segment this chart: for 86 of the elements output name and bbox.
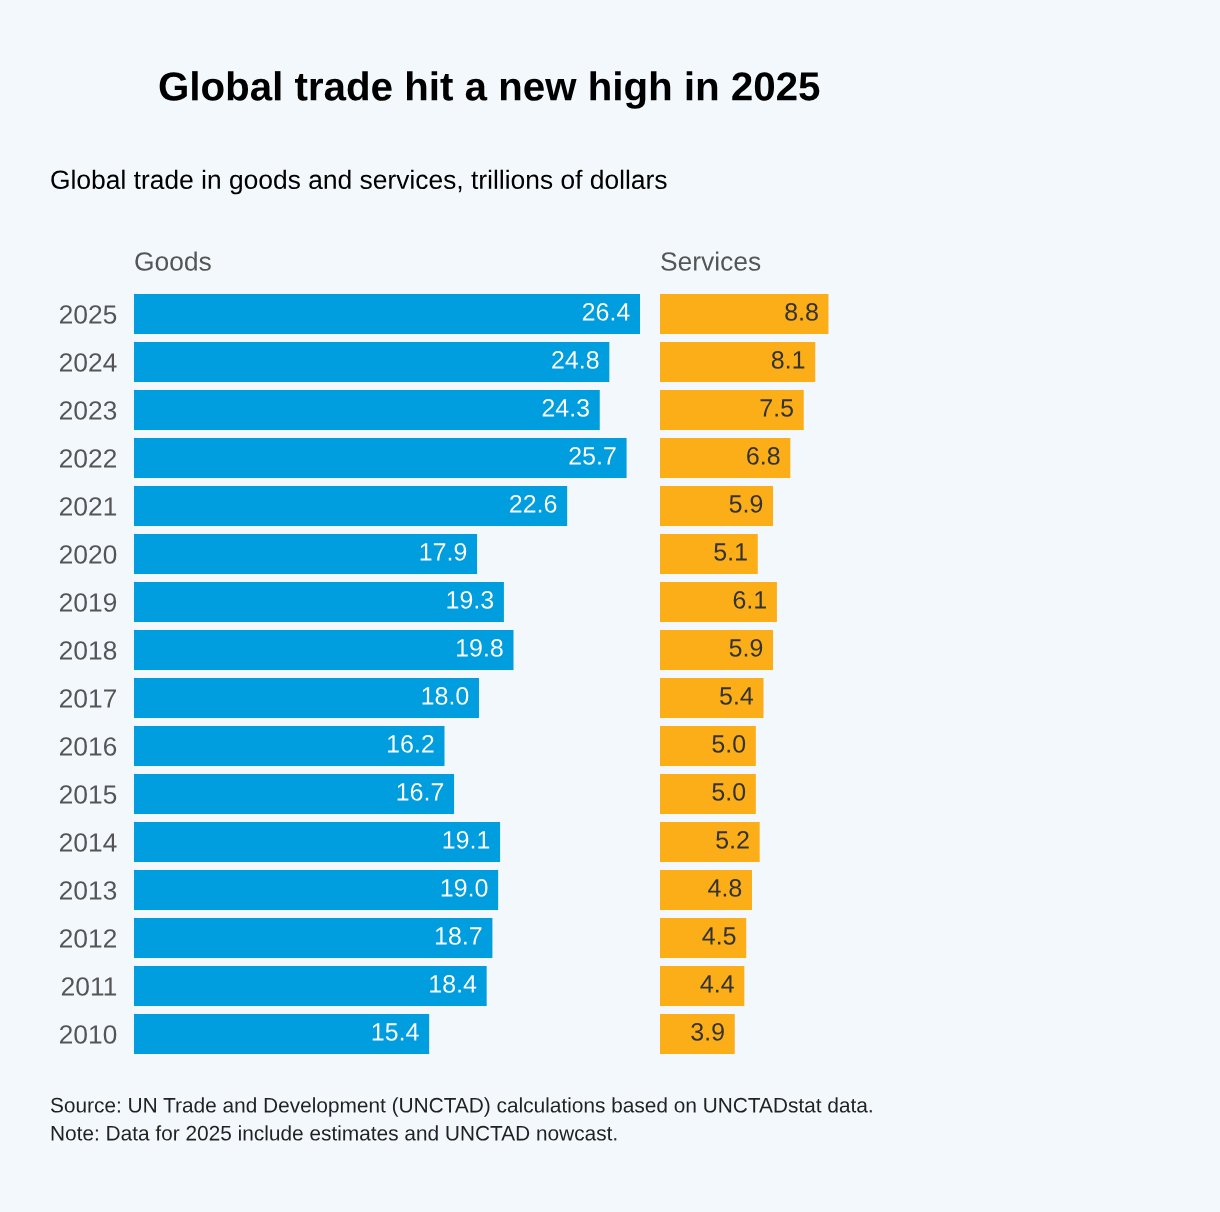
bar: [134, 1014, 430, 1054]
bar: [134, 390, 600, 430]
bar: [134, 966, 487, 1006]
y-tick-label: 2021: [59, 497, 117, 516]
bar: [660, 390, 804, 430]
y-tick-label: 2019: [59, 593, 117, 612]
y-tick-label: 2016: [59, 737, 117, 756]
bar: [660, 918, 747, 958]
bar: [134, 822, 501, 862]
bar: [660, 486, 774, 526]
data-label: 22.6: [510, 495, 557, 513]
data-label: 8.1: [771, 351, 805, 369]
data-label: 4.8: [708, 879, 742, 897]
data-label: 3.9: [691, 1023, 724, 1041]
data-label: 7.5: [760, 399, 793, 417]
bar: [660, 534, 758, 574]
data-label: 24.8: [552, 351, 599, 369]
data-label: 8.8: [785, 303, 818, 321]
bar: [134, 438, 627, 478]
data-label: 5.0: [712, 735, 746, 753]
chart-subtitle: Global trade in goods and services, trillions of dollars: [51, 169, 667, 195]
bar: [134, 678, 479, 718]
bar: [134, 342, 610, 382]
bar: [660, 630, 774, 670]
bar: [134, 726, 445, 766]
data-label: 5.1: [714, 543, 747, 561]
bar: [134, 774, 455, 814]
data-label: 19.1: [443, 831, 490, 849]
bar: [134, 630, 514, 670]
bar: [660, 678, 764, 718]
bar: [660, 726, 756, 766]
y-tick-label: 2011: [61, 977, 117, 996]
data-label: 19.0: [441, 879, 488, 897]
bar: [660, 1014, 735, 1054]
data-label: 5.9: [729, 495, 763, 513]
data-label: 15.4: [372, 1023, 419, 1041]
y-tick-label: 2024: [59, 353, 117, 372]
bar: [660, 438, 791, 478]
y-tick-label: 2013: [59, 881, 117, 900]
bar: [660, 342, 816, 382]
data-label: 24.3: [542, 399, 589, 417]
data-label: 25.7: [569, 447, 616, 465]
data-label: 5.2: [716, 831, 749, 849]
text: Note: Data for 2025 include estimates and UNCTAD nowcast.: [51, 1125, 617, 1141]
y-tick-label: 2018: [59, 641, 117, 660]
data-label: 18.7: [435, 927, 482, 945]
data-label: 4.4: [700, 975, 734, 993]
bar: [134, 294, 640, 334]
y-tick-label: 2020: [59, 545, 117, 564]
data-label: 16.2: [388, 735, 434, 753]
source-note: Source: UN Trade and Development (UNCTAD) calculations based on UNCTADstat data.: [50, 1097, 872, 1117]
chart-title: Global trade hit a new high in 2025: [159, 71, 820, 109]
x-axis-title: Goods: [135, 251, 211, 271]
data-label: 18.0: [422, 687, 469, 705]
y-tick-label: 2023: [59, 401, 117, 420]
bar: [660, 870, 752, 910]
bar: [134, 870, 499, 910]
bar: [660, 294, 829, 334]
data-label: 16.7: [397, 783, 444, 801]
x-axis-title: Services: [661, 251, 761, 271]
data-label: 6.1: [733, 591, 766, 609]
bar: [660, 582, 777, 622]
y-tick-label: 2022: [59, 449, 117, 468]
bar: [660, 966, 745, 1006]
y-tick-label: 2017: [59, 689, 117, 708]
bar: [134, 534, 478, 574]
data-label: 6.8: [747, 447, 780, 465]
data-label: 5.4: [720, 687, 754, 705]
bar: [660, 774, 756, 814]
y-tick-label: 2025: [59, 305, 117, 324]
data-label: 19.3: [447, 591, 494, 609]
bar: [134, 918, 493, 958]
data-label: 19.8: [457, 639, 503, 657]
bar: [660, 822, 760, 862]
data-label: 5.9: [729, 639, 763, 657]
y-tick-label: 2015: [59, 785, 117, 804]
y-tick-label: 2012: [59, 929, 117, 948]
y-tick-label: 2014: [59, 833, 117, 852]
data-label: 17.9: [420, 543, 467, 561]
data-label: 5.0: [712, 783, 746, 801]
data-label: 4.5: [702, 927, 736, 945]
data-label: 18.4: [430, 975, 477, 993]
bar: [134, 486, 568, 526]
y-tick-label: 2010: [59, 1025, 117, 1044]
data-label: 26.4: [582, 303, 630, 321]
bar: [134, 582, 504, 622]
